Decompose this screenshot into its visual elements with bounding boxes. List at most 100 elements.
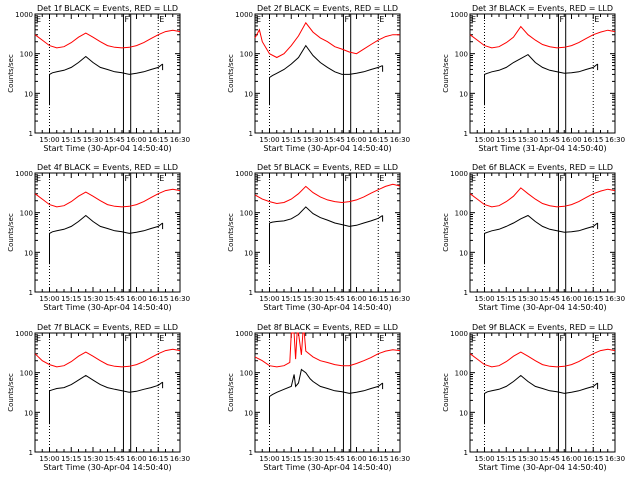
x-tick-label: 15:30 (518, 136, 538, 144)
e-marker-label: E (594, 174, 599, 183)
y-tick-label: 1000 (235, 170, 253, 178)
y-tick-label: 100 (240, 370, 253, 378)
y-tick-label: 1 (464, 289, 468, 297)
x-tick-label: 16:00 (561, 295, 581, 303)
panel-title: Det 2f BLACK = Events, RED = LLD (257, 4, 398, 13)
x-tick-label: 16:15 (583, 455, 603, 463)
x-tick-label: 16:00 (126, 295, 146, 303)
f-marker-label: F (344, 15, 349, 24)
detector-panel-2: Det 2f BLACK = Events, RED = LLD 1 10 100 10… (227, 4, 410, 153)
e-marker-label-left: E (36, 15, 41, 24)
events-series-line (484, 214, 598, 234)
events-series-line (484, 53, 598, 75)
lld-series-line (34, 348, 181, 368)
y-axis-label: Counts/sec (7, 54, 15, 93)
x-tick-label: 16:00 (126, 136, 146, 144)
y-tick-label: 10 (244, 90, 253, 98)
y-axis-label: Counts/sec (7, 213, 15, 252)
events-series-line (269, 44, 383, 78)
x-tick-label: 16:30 (605, 455, 625, 463)
e-marker-label: E (594, 334, 599, 343)
y-tick-label: 100 (20, 370, 33, 378)
y-tick-label: 1 (29, 130, 33, 138)
detector-panel-4: Det 4f BLACK = Events, RED = LLD 1 10 100 10… (7, 163, 190, 312)
x-tick-label: 15:15 (61, 455, 81, 463)
x-tick-label: 16:30 (390, 455, 410, 463)
x-tick-label: 16:30 (390, 295, 410, 303)
panel-title: Det 3f BLACK = Events, RED = LLD (472, 4, 613, 13)
e-marker-label: E (159, 174, 164, 183)
panel-title: Det 4f BLACK = Events, RED = LLD (37, 163, 178, 172)
e-marker-label-left: E (256, 15, 261, 24)
panel-title: Det 9f BLACK = Events, RED = LLD (472, 323, 613, 332)
x-tick-label: 15:00 (474, 136, 494, 144)
y-tick-label: 10 (459, 90, 468, 98)
f-marker-label: F (344, 174, 349, 183)
x-tick-label: 15:15 (281, 295, 301, 303)
x-axis-label: Start Time (31-Apr-04 14:50:40) (478, 144, 606, 153)
x-tick-label: 16:00 (561, 136, 581, 144)
y-axis-label: Counts/sec (227, 213, 235, 252)
y-tick-label: 100 (240, 210, 253, 218)
y-tick-label: 1 (249, 130, 253, 138)
panel-title: Det 1f BLACK = Events, RED = LLD (37, 4, 178, 13)
y-tick-label: 100 (455, 51, 468, 59)
e-marker-label: E (594, 15, 599, 24)
y-tick-label: 10 (24, 409, 33, 417)
y-tick-label: 10 (24, 90, 33, 98)
x-tick-label: 16:30 (605, 295, 625, 303)
x-tick-label: 16:00 (346, 295, 366, 303)
x-tick-label: 15:45 (105, 295, 125, 303)
x-tick-label: 15:30 (83, 295, 103, 303)
y-axis-label: Counts/sec (442, 213, 450, 252)
x-tick-label: 16:30 (170, 455, 190, 463)
detector-panel-1: Det 1f BLACK = Events, RED = LLD 1 10 100 10… (7, 4, 190, 153)
y-tick-label: 1000 (450, 330, 468, 338)
x-axis-label: Start Time (30-Apr-04 14:50:40) (263, 463, 391, 472)
x-axis-label: Start Time (30-Apr-04 14:50:40) (263, 303, 391, 312)
e-marker-label-left: E (471, 174, 476, 183)
x-tick-label: 15:30 (518, 455, 538, 463)
lld-series-line (469, 187, 616, 208)
panel-title: Det 8f BLACK = Events, RED = LLD (257, 323, 398, 332)
x-tick-label: 15:00 (474, 455, 494, 463)
lld-series-line (34, 188, 181, 208)
e-marker-label-left: E (256, 174, 261, 183)
detector-panel-3: Det 3f BLACK = Events, RED = LLD 1 10 100 10… (442, 4, 625, 153)
e-marker-label-left: E (36, 334, 41, 343)
e-marker-label: E (379, 15, 384, 24)
x-tick-label: 16:15 (148, 455, 168, 463)
x-tick-label: 15:15 (61, 295, 81, 303)
y-tick-label: 10 (24, 249, 33, 257)
y-tick-label: 100 (455, 370, 468, 378)
events-series-line (269, 206, 383, 227)
lld-series-line (254, 21, 400, 59)
x-tick-label: 15:30 (303, 295, 323, 303)
x-tick-label: 15:45 (105, 136, 125, 144)
x-tick-label: 15:00 (259, 455, 279, 463)
lld-series-line (254, 332, 401, 368)
x-tick-label: 15:15 (281, 455, 301, 463)
x-tick-label: 15:30 (83, 455, 103, 463)
x-tick-label: 16:15 (148, 136, 168, 144)
y-tick-label: 1 (29, 289, 33, 297)
x-tick-label: 16:00 (346, 136, 366, 144)
x-tick-label: 15:15 (496, 136, 516, 144)
e-marker-label: E (379, 174, 384, 183)
x-axis-label: Start Time (30-Apr-04 14:50:40) (43, 144, 171, 153)
detector-panel-5: Det 5f BLACK = Events, RED = LLD 1 10 100 10… (227, 163, 410, 312)
x-tick-label: 16:30 (170, 295, 190, 303)
x-tick-label: 15:30 (518, 295, 538, 303)
y-tick-label: 1000 (450, 170, 468, 178)
x-tick-label: 16:30 (605, 136, 625, 144)
x-tick-label: 16:00 (346, 455, 366, 463)
x-tick-label: 15:45 (105, 455, 125, 463)
y-tick-label: 1000 (15, 11, 33, 19)
panel-title: Det 5f BLACK = Events, RED = LLD (257, 163, 398, 172)
y-tick-label: 1 (29, 449, 33, 457)
x-tick-label: 15:15 (496, 455, 516, 463)
y-axis-label: Counts/sec (227, 373, 235, 412)
lld-series-line (34, 29, 181, 49)
f-marker-label: F (559, 174, 564, 183)
